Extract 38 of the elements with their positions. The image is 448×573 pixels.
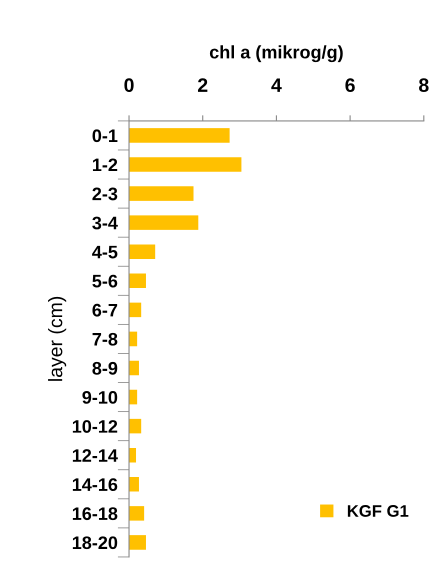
bar: [129, 128, 230, 143]
bar: [129, 418, 142, 434]
x-axis-title: chl a (mikrog/g): [210, 45, 343, 62]
bar: [129, 390, 138, 404]
y-tick-label: 14-16: [72, 478, 118, 491]
x-tick-label: 8: [419, 78, 429, 92]
bar: [129, 535, 146, 550]
bar: [129, 477, 139, 492]
y-tick-label: 4-5: [92, 246, 118, 258]
y-tick-label: 12-14: [72, 449, 118, 462]
x-tick-label: 2: [198, 78, 208, 92]
y-tick-label: 0-1: [92, 129, 118, 142]
bar: [129, 332, 138, 346]
y-tick-label: 18-20: [72, 536, 118, 550]
y-tick-label: 10-12: [72, 420, 118, 433]
bar: [129, 360, 139, 376]
bar: [129, 186, 194, 201]
y-axis-title: layer (cm): [48, 296, 66, 381]
bar: [129, 215, 198, 230]
y-tick-label: 6-7: [92, 304, 118, 317]
y-tick-label: 2-3: [92, 188, 118, 200]
bar: [129, 157, 242, 172]
legend-label: KGF G1: [348, 505, 408, 517]
y-tick-label: 16-18: [72, 507, 118, 520]
x-tick-label: 4: [271, 78, 282, 92]
x-tick-label: 6: [345, 78, 355, 92]
y-tick-label: 9-10: [82, 391, 118, 404]
bar: [129, 448, 136, 462]
bar: [129, 274, 146, 288]
x-tick-label: 0: [124, 78, 134, 92]
bar: [129, 506, 144, 521]
y-tick-label: 8-9: [92, 362, 118, 375]
y-tick-label: 5-6: [92, 274, 118, 288]
bar: [129, 244, 156, 259]
y-tick-label: 3-4: [92, 216, 118, 230]
bar: [129, 302, 142, 318]
y-tick-label: 7-8: [92, 332, 118, 346]
y-tick-label: 1-2: [92, 158, 118, 172]
